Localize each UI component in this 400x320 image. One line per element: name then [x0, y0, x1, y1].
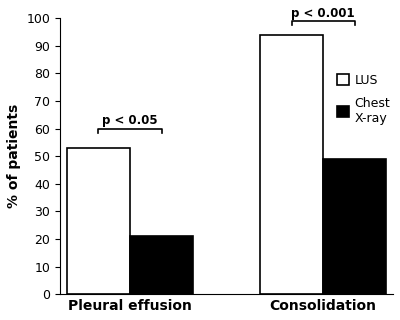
Text: p < 0.05: p < 0.05: [102, 114, 158, 127]
Bar: [260, 35, 323, 294]
Y-axis label: % of patients: % of patients: [7, 104, 21, 208]
Bar: [323, 159, 386, 294]
Bar: [67, 148, 130, 294]
Text: p < 0.001: p < 0.001: [291, 7, 355, 20]
Legend: LUS, Chest
X-ray: LUS, Chest X-ray: [337, 74, 390, 125]
Bar: [130, 236, 193, 294]
